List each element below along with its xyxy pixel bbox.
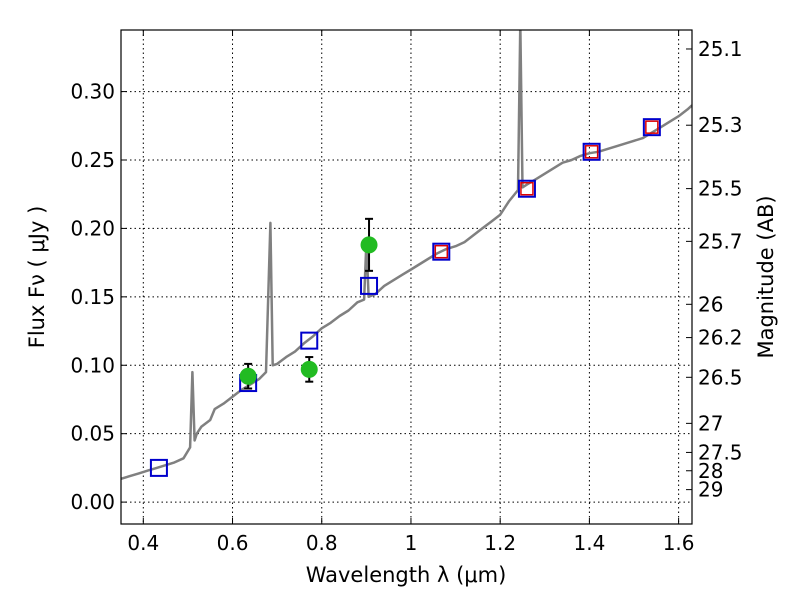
right-tick-label: 25.5 xyxy=(698,177,743,201)
spectrum-line xyxy=(121,30,692,480)
grid-lines xyxy=(121,30,692,524)
right-tick-label: 25.7 xyxy=(698,229,743,253)
model-band-square xyxy=(432,242,451,261)
right-axis-label: Magnitude (AB) xyxy=(754,195,778,358)
right-tick-label: 25.1 xyxy=(698,37,743,61)
y-tick-label: 0.20 xyxy=(70,216,115,240)
right-tick-label: 28 xyxy=(698,459,723,483)
model-band-square xyxy=(517,179,536,198)
y-tick-label: 0.00 xyxy=(70,490,115,514)
observed-point xyxy=(239,367,257,385)
y-tick-label: 0.10 xyxy=(70,353,115,377)
y-tick-label: 0.15 xyxy=(70,285,115,309)
y-axis-label: Flux Fν ( μJy ) xyxy=(25,206,49,349)
y-tick-label: 0.30 xyxy=(70,80,115,104)
right-tick-label: 29 xyxy=(698,478,723,502)
x-tick-label: 1.4 xyxy=(573,531,605,555)
x-tick-label: 0.8 xyxy=(306,531,338,555)
x-axis-label: Wavelength λ (μm) xyxy=(306,563,507,587)
axes: 0.4 0.6 0.8 1 1.2 1.4 1.6 0.00 0.05 0.10 0.15 0.20 0… xyxy=(70,29,743,555)
model-band-square-red xyxy=(584,145,599,159)
right-tick-label: 25.3 xyxy=(698,113,743,137)
model-band-square xyxy=(642,118,661,137)
model-band-square-red xyxy=(645,120,659,134)
x-tick-label: 1.2 xyxy=(484,531,516,555)
y-tick-label: 0.25 xyxy=(70,148,115,172)
right-tick-label: 26.5 xyxy=(698,365,743,389)
right-tick-label: 27 xyxy=(698,411,723,435)
x-tick-label: 0.6 xyxy=(217,531,249,555)
model-band-square xyxy=(149,458,168,477)
x-tick-label: 0.4 xyxy=(127,531,159,555)
plot-area xyxy=(121,30,692,480)
x-tick-label: 1 xyxy=(405,531,418,555)
y-tick-label: 0.05 xyxy=(70,422,115,446)
model-band-square xyxy=(300,331,319,350)
model-band-square-red xyxy=(434,244,449,259)
x-tick-label: 1.6 xyxy=(663,531,695,555)
observed-point xyxy=(300,360,318,378)
right-tick-label: 26 xyxy=(698,292,723,316)
observed-point xyxy=(360,236,378,254)
model-band-square xyxy=(360,276,379,295)
model-band-square-red xyxy=(520,181,534,196)
plot-frame xyxy=(120,29,693,525)
model-band-square xyxy=(582,142,601,161)
right-tick-label: 26.2 xyxy=(698,326,743,350)
right-tick-label: 27.5 xyxy=(698,440,743,464)
